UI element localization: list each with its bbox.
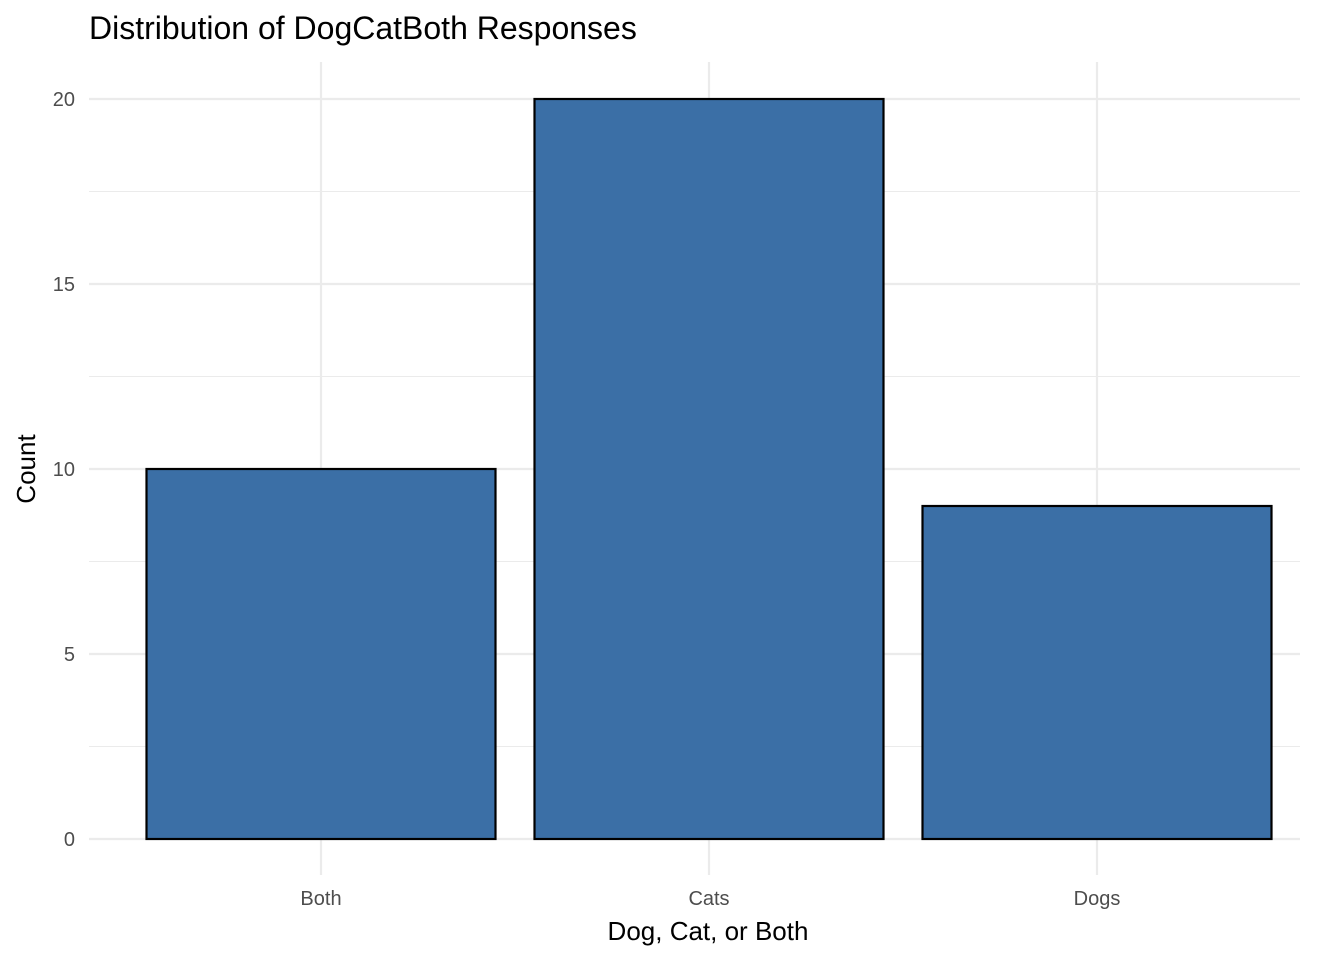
bars bbox=[145, 97, 1273, 841]
y-tick-label: 10 bbox=[53, 459, 75, 481]
chart-title: Distribution of DogCatBoth Responses bbox=[89, 10, 637, 46]
y-tick-label: 20 bbox=[53, 89, 75, 111]
x-tick-label: Dogs bbox=[1074, 888, 1121, 910]
y-tick-label: 15 bbox=[53, 274, 75, 296]
x-axis-title: Dog, Cat, or Both bbox=[608, 916, 809, 946]
y-tick-label: 0 bbox=[64, 829, 75, 851]
y-tick-label: 5 bbox=[64, 644, 75, 666]
y-axis-title: Count bbox=[11, 434, 41, 504]
bar-cats bbox=[533, 97, 885, 841]
x-tick-label: Both bbox=[300, 888, 341, 910]
y-tick-labels: 0 5 10 15 20 bbox=[53, 89, 75, 851]
bar-dogs bbox=[921, 504, 1273, 841]
x-tick-labels: Both Cats Dogs bbox=[300, 888, 1120, 910]
bar-both bbox=[145, 467, 497, 841]
x-tick-label: Cats bbox=[688, 888, 729, 910]
